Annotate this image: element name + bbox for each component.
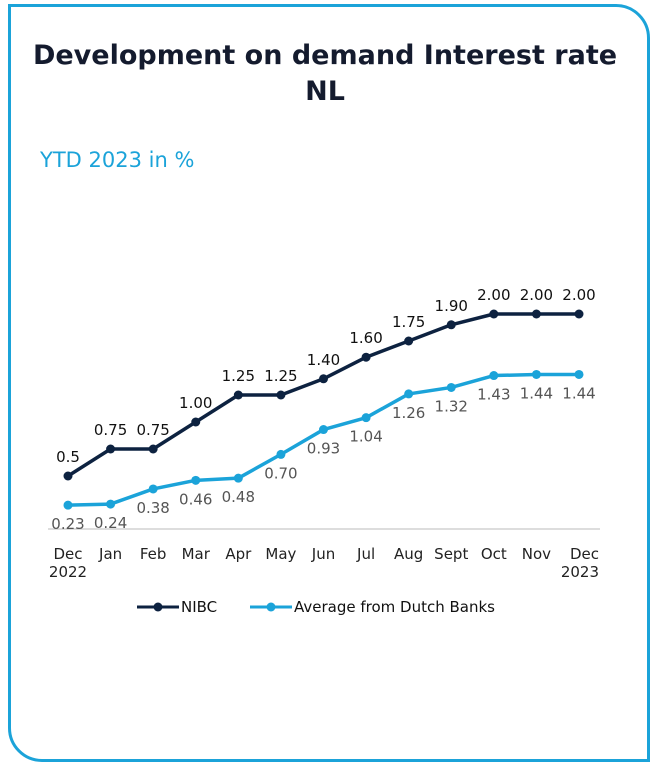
data-point xyxy=(446,320,456,330)
card xyxy=(8,4,650,762)
data-label: 1.44 xyxy=(562,384,595,402)
data-label: 0.46 xyxy=(179,490,212,508)
data-point xyxy=(404,389,414,399)
x-tick-label: May xyxy=(265,545,297,563)
data-point xyxy=(148,444,158,454)
data-point xyxy=(63,471,73,481)
data-label: 0.75 xyxy=(94,421,127,439)
data-label: 2.00 xyxy=(562,286,595,304)
data-label: 1.75 xyxy=(392,313,425,331)
data-point xyxy=(489,309,499,319)
x-tick-label: Sept xyxy=(434,545,469,563)
data-point xyxy=(191,475,201,485)
x-tick-label: Oct xyxy=(480,545,507,563)
data-point xyxy=(531,369,541,379)
x-tick-label: Jul xyxy=(357,545,376,563)
data-point xyxy=(106,444,116,454)
data-label: 1.25 xyxy=(222,367,255,385)
data-label: 1.90 xyxy=(435,297,468,315)
data-label: 1.00 xyxy=(179,394,212,412)
x-tick-label: Nov xyxy=(521,545,552,563)
data-label: 1.32 xyxy=(435,397,468,415)
data-label: 1.44 xyxy=(520,384,553,402)
data-point xyxy=(233,390,243,400)
data-point xyxy=(361,352,371,362)
legend-label: NIBC xyxy=(181,598,217,616)
data-point xyxy=(233,473,243,483)
data-label: 1.25 xyxy=(264,367,297,385)
x-tick-label: Dec 2023 xyxy=(560,545,599,581)
data-point xyxy=(404,336,414,346)
data-point xyxy=(531,309,541,319)
data-point xyxy=(319,374,328,384)
data-point xyxy=(191,417,201,427)
data-label: 0.38 xyxy=(136,499,169,517)
data-label: 0.24 xyxy=(94,514,127,532)
data-label: 1.40 xyxy=(307,351,340,369)
x-tick-label: Feb xyxy=(139,545,167,563)
data-point xyxy=(489,371,499,381)
legend-dot xyxy=(153,602,163,612)
data-point xyxy=(106,499,116,509)
data-point xyxy=(361,413,371,423)
data-label: 0.93 xyxy=(307,440,340,458)
x-tick-label: Apr xyxy=(225,545,252,563)
chart-subtitle: YTD 2023 in % xyxy=(40,148,195,172)
data-point xyxy=(148,484,158,494)
data-point xyxy=(63,500,73,510)
data-point xyxy=(276,390,286,400)
x-tick-label: Jan xyxy=(99,545,123,563)
x-tick-label: Mar xyxy=(181,545,210,563)
legend-label: Average from Dutch Banks xyxy=(294,598,495,616)
data-point xyxy=(319,425,328,435)
legend-dot xyxy=(266,602,276,612)
data-label: 0.75 xyxy=(136,421,169,439)
data-point xyxy=(574,369,584,379)
data-label: 0.70 xyxy=(264,464,297,482)
data-label: 0.5 xyxy=(56,448,80,466)
x-tick-label: Aug xyxy=(394,545,424,563)
x-tick-label: Dec 2022 xyxy=(48,545,88,581)
x-tick-label: Jun xyxy=(311,545,336,563)
data-label: 1.04 xyxy=(349,428,382,446)
data-label: 1.43 xyxy=(477,386,510,404)
chart-title: Development on demand Interest rate NL xyxy=(32,40,618,107)
data-label: 0.48 xyxy=(222,488,255,506)
data-label: 2.00 xyxy=(520,286,553,304)
data-label: 2.00 xyxy=(477,286,510,304)
data-label: 1.60 xyxy=(349,329,382,347)
data-point xyxy=(574,309,584,319)
data-point xyxy=(276,449,286,459)
data-point xyxy=(446,382,456,392)
data-label: 1.26 xyxy=(392,404,425,422)
data-label: 0.23 xyxy=(51,515,84,533)
